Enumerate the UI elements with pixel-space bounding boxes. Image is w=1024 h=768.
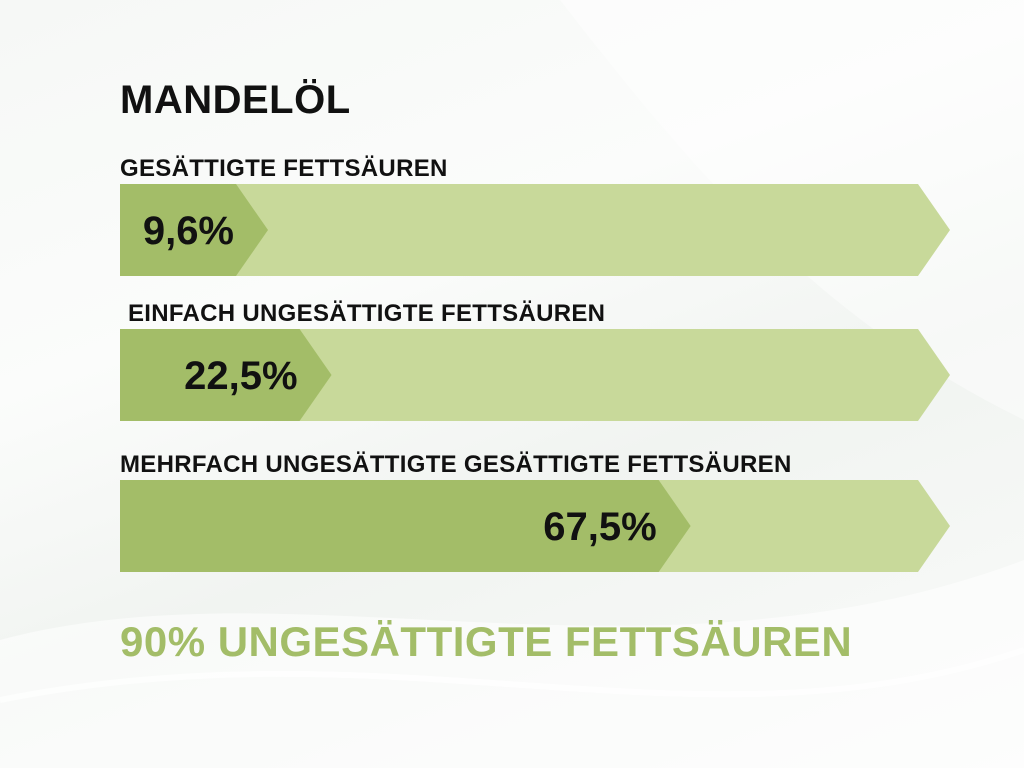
bar-value-label: 67,5% (543, 505, 656, 549)
bar-fill (120, 184, 268, 276)
bar-value-label: 22,5% (184, 354, 297, 398)
category-label-monounsaturated: EINFACH UNGESÄTTIGTE FETTSÄUREN (128, 300, 606, 327)
category-label-polyunsaturated: MEHRFACH UNGESÄTTIGTE GESÄTTIGTE FETTSÄU… (120, 451, 792, 478)
bar-value-label: 9,6% (143, 209, 234, 253)
chart-title: MANDELÖL (120, 78, 351, 122)
category-label-saturated: GESÄTTIGTE FETTSÄUREN (120, 155, 448, 182)
bar-track (120, 184, 950, 276)
bar-fill (120, 329, 332, 421)
bar-row-monounsaturated: 22,5% (120, 329, 950, 421)
bar-row-saturated: 9,6% (120, 184, 950, 276)
bar-row-polyunsaturated: 67,5% (120, 480, 950, 572)
summary-text: 90% UNGESÄTTIGTE FETTSÄUREN (120, 618, 853, 665)
bar-track (120, 329, 950, 421)
bar-fill (120, 480, 691, 572)
